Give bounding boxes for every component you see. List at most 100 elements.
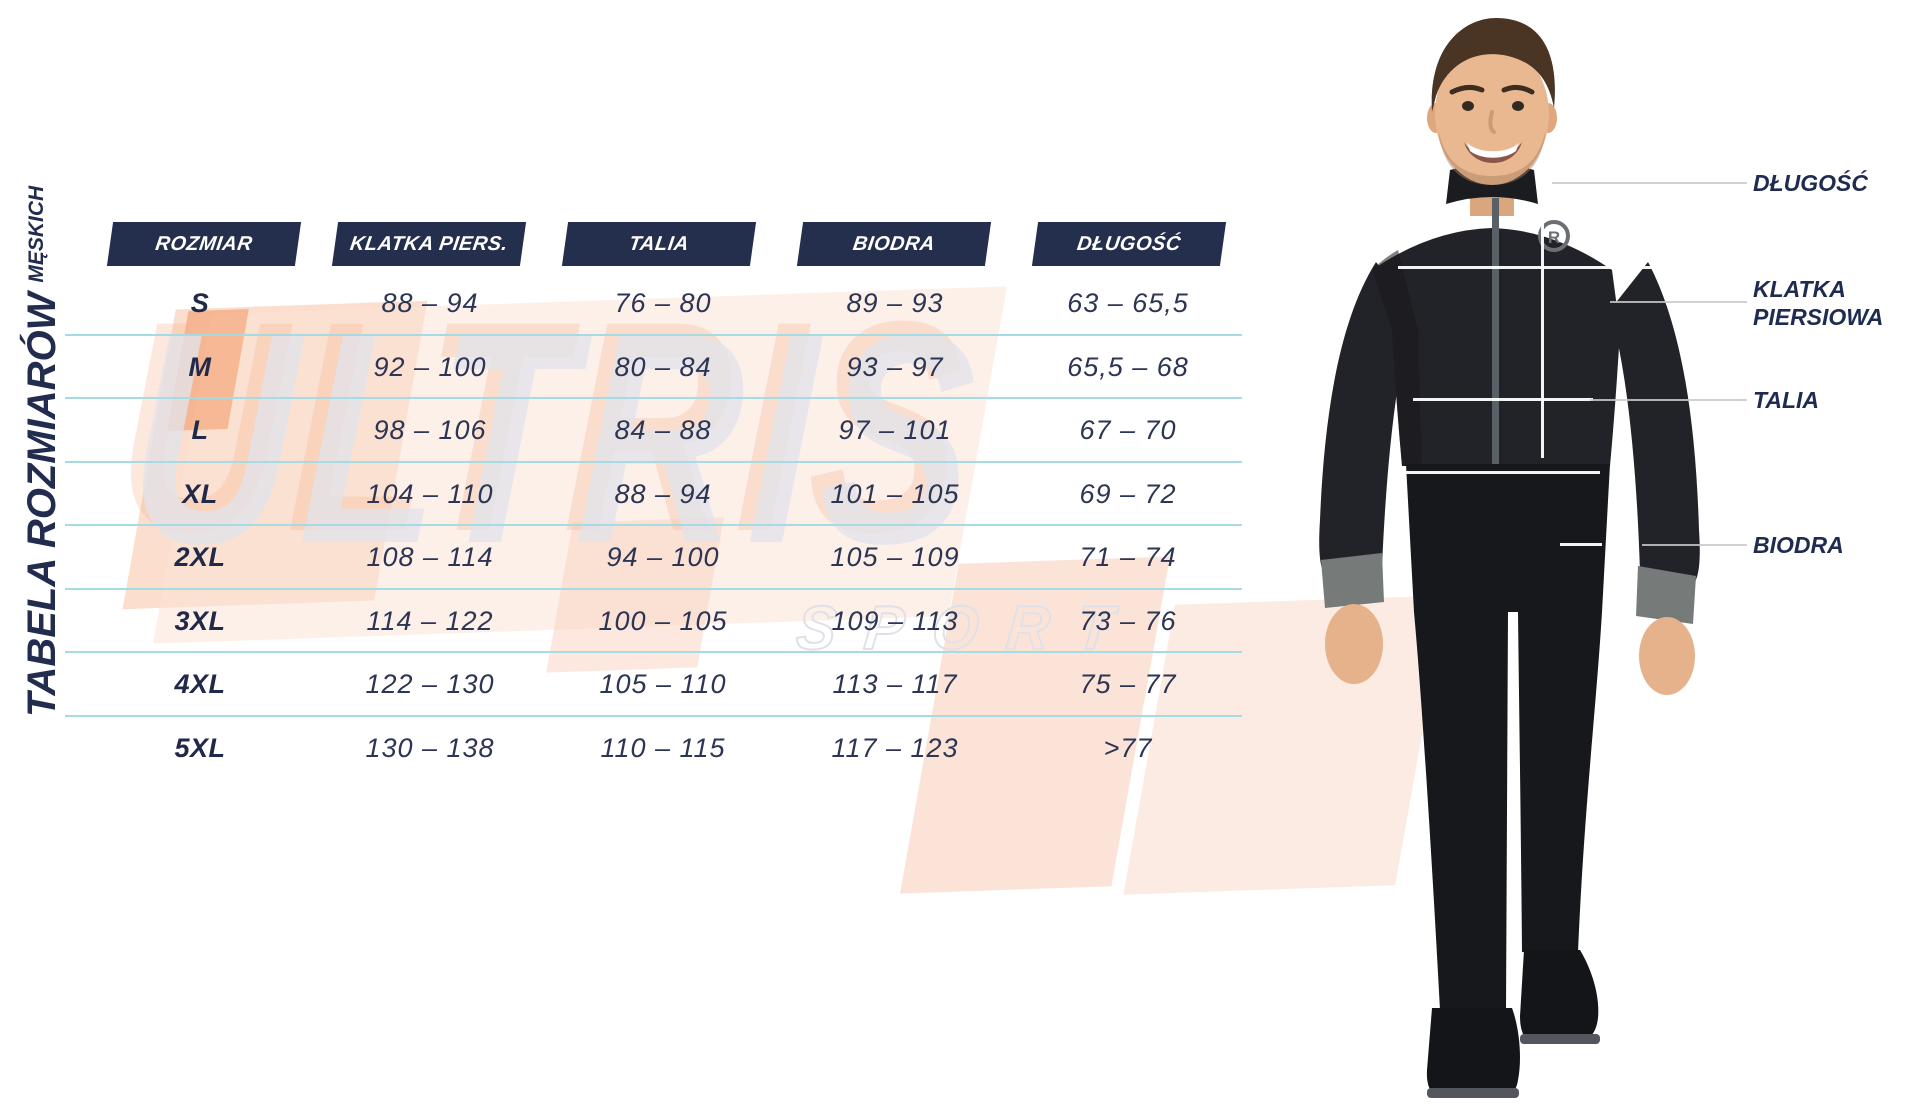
cell-chest: 122 – 130 bbox=[365, 669, 495, 699]
cell-length: 63 – 65,5 bbox=[1067, 288, 1189, 318]
leader-line-waist bbox=[1590, 399, 1747, 401]
cell-length: 65,5 – 68 bbox=[1067, 351, 1189, 382]
cell-waist: 94 – 100 bbox=[606, 542, 720, 572]
cell-chest: 114 – 122 bbox=[366, 605, 494, 636]
cell-length: 69 – 72 bbox=[1079, 478, 1177, 509]
cell-hips: 97 – 101 bbox=[838, 415, 952, 445]
right-eyebrow bbox=[1501, 84, 1535, 95]
leader-line-length bbox=[1552, 182, 1747, 184]
table-row: S 88 – 94 76 – 80 89 – 93 63 – 65,5 bbox=[65, 272, 1242, 336]
label-talia: TALIA bbox=[1753, 387, 1820, 413]
left-hand bbox=[1325, 604, 1383, 684]
header-talia: TALIA bbox=[561, 222, 757, 266]
size-label: M bbox=[188, 351, 212, 382]
size-label: 2XL bbox=[174, 542, 226, 572]
page-title: TABELA ROZMIARÓWMĘSKICH bbox=[20, 186, 64, 717]
left-eye bbox=[1462, 101, 1474, 111]
cell-hips: 93 – 97 bbox=[846, 351, 944, 382]
cell-chest: 98 – 106 bbox=[373, 415, 487, 445]
smile-mouth bbox=[1464, 142, 1522, 163]
table-row: M 92 – 100 80 – 84 93 – 97 65,5 – 68 bbox=[65, 336, 1242, 399]
table-row: XL 104 – 110 88 – 94 101 – 105 69 – 72 bbox=[65, 463, 1242, 526]
label-klatka-line2: PIERSIOWA bbox=[1753, 304, 1884, 330]
cell-hips: 109 – 113 bbox=[831, 605, 959, 636]
measure-line-length-vertical bbox=[1541, 180, 1544, 458]
table-header-row: ROZMIAR KLATKA PIERS. TALIA BIODRA DŁUGO… bbox=[0, 222, 1300, 266]
table-rows: S 88 – 94 76 – 80 89 – 93 63 – 65,5 M 92 – 100… bbox=[65, 272, 1242, 780]
table-row: 2XL 108 – 114 94 – 100 105 – 109 71 – 74 bbox=[65, 526, 1242, 590]
hair bbox=[1431, 18, 1555, 112]
cell-length: 75 – 77 bbox=[1079, 669, 1177, 699]
header-klatka-piers: KLATKA PIERS. bbox=[331, 222, 527, 266]
cell-hips: 89 – 93 bbox=[846, 288, 944, 318]
beard-stubble bbox=[1438, 128, 1546, 185]
leader-line-chest bbox=[1610, 301, 1747, 303]
right-shoe-sole bbox=[1520, 1034, 1600, 1044]
cell-waist: 84 – 88 bbox=[614, 415, 712, 445]
left-sleeve bbox=[1319, 262, 1414, 574]
header-rozmiar: ROZMIAR bbox=[106, 222, 302, 266]
table-row: 5XL 130 – 138 110 – 115 117 – 123 >77 bbox=[65, 717, 1242, 781]
cell-length: 67 – 70 bbox=[1079, 415, 1177, 445]
model-figure-svg: R bbox=[1319, 18, 1700, 1098]
measure-tick-hips bbox=[1560, 543, 1602, 546]
page-title-main: TABELA ROZMIARÓW bbox=[20, 292, 64, 717]
header-biodra: BIODRA bbox=[796, 222, 992, 266]
tights-upper bbox=[1406, 464, 1610, 612]
right-cuff bbox=[1636, 566, 1696, 624]
cell-waist: 76 – 80 bbox=[614, 288, 712, 318]
table-row: 3XL 114 – 122 100 – 105 109 – 113 73 – 76 bbox=[65, 590, 1242, 653]
right-shoe bbox=[1520, 950, 1599, 1044]
measure-line-hips bbox=[1398, 471, 1600, 474]
size-label: S bbox=[190, 288, 210, 318]
cell-length: 73 – 76 bbox=[1079, 605, 1177, 636]
size-label: 4XL bbox=[174, 669, 226, 699]
cell-hips: 113 – 117 bbox=[832, 669, 958, 699]
size-label: 5XL bbox=[174, 732, 226, 763]
size-label: XL bbox=[182, 478, 218, 509]
model-photo: R bbox=[1280, 0, 1740, 1117]
cell-chest: 92 – 100 bbox=[373, 351, 487, 382]
chest-logo-letter: R bbox=[1548, 228, 1560, 247]
cell-length: 71 – 74 bbox=[1079, 542, 1177, 572]
cell-waist: 100 – 105 bbox=[598, 605, 728, 636]
jersey-shading bbox=[1372, 250, 1422, 466]
cell-waist: 105 – 110 bbox=[599, 669, 727, 699]
right-sleeve bbox=[1610, 262, 1700, 582]
left-cuff bbox=[1321, 553, 1384, 608]
label-biodra: BIODRA bbox=[1753, 532, 1844, 558]
cell-hips: 117 – 123 bbox=[831, 732, 959, 763]
nose bbox=[1488, 110, 1496, 134]
right-hand bbox=[1639, 617, 1695, 695]
left-shoe bbox=[1426, 1008, 1520, 1098]
cell-waist: 110 – 115 bbox=[600, 732, 726, 763]
measure-line-chest bbox=[1398, 266, 1658, 269]
size-label: L bbox=[191, 415, 209, 445]
cell-chest: 130 – 138 bbox=[365, 732, 495, 763]
cell-chest: 108 – 114 bbox=[366, 542, 494, 572]
size-label: 3XL bbox=[174, 605, 226, 636]
zipper bbox=[1492, 198, 1499, 464]
cell-hips: 105 – 109 bbox=[830, 542, 960, 572]
label-klatka-piersiowa: KLATKA PIERSIOWA bbox=[1753, 275, 1883, 331]
right-leg bbox=[1518, 612, 1602, 952]
left-leg bbox=[1414, 612, 1508, 1010]
cell-length: >77 bbox=[1103, 732, 1153, 763]
chest-logo-ring bbox=[1538, 220, 1570, 252]
left-eyebrow bbox=[1449, 84, 1485, 95]
leader-line-hips bbox=[1642, 544, 1747, 546]
left-shoe-sole bbox=[1427, 1088, 1519, 1098]
right-eye bbox=[1512, 101, 1524, 111]
cell-chest: 104 – 110 bbox=[366, 478, 494, 509]
label-klatka-line1: KLATKA bbox=[1753, 276, 1846, 302]
cell-chest: 88 – 94 bbox=[381, 288, 479, 318]
table-row: L 98 – 106 84 – 88 97 – 101 67 – 70 bbox=[65, 399, 1242, 463]
cell-waist: 80 – 84 bbox=[614, 351, 712, 382]
table-row: 4XL 122 – 130 105 – 110 113 – 117 75 – 77 bbox=[65, 653, 1242, 717]
cell-waist: 88 – 94 bbox=[614, 478, 712, 509]
measure-line-waist bbox=[1413, 398, 1593, 401]
cell-hips: 101 – 105 bbox=[830, 478, 960, 509]
label-dlugosc: DŁUGOŚĆ bbox=[1753, 170, 1868, 196]
header-dlugosc: DŁUGOŚĆ bbox=[1031, 222, 1227, 266]
